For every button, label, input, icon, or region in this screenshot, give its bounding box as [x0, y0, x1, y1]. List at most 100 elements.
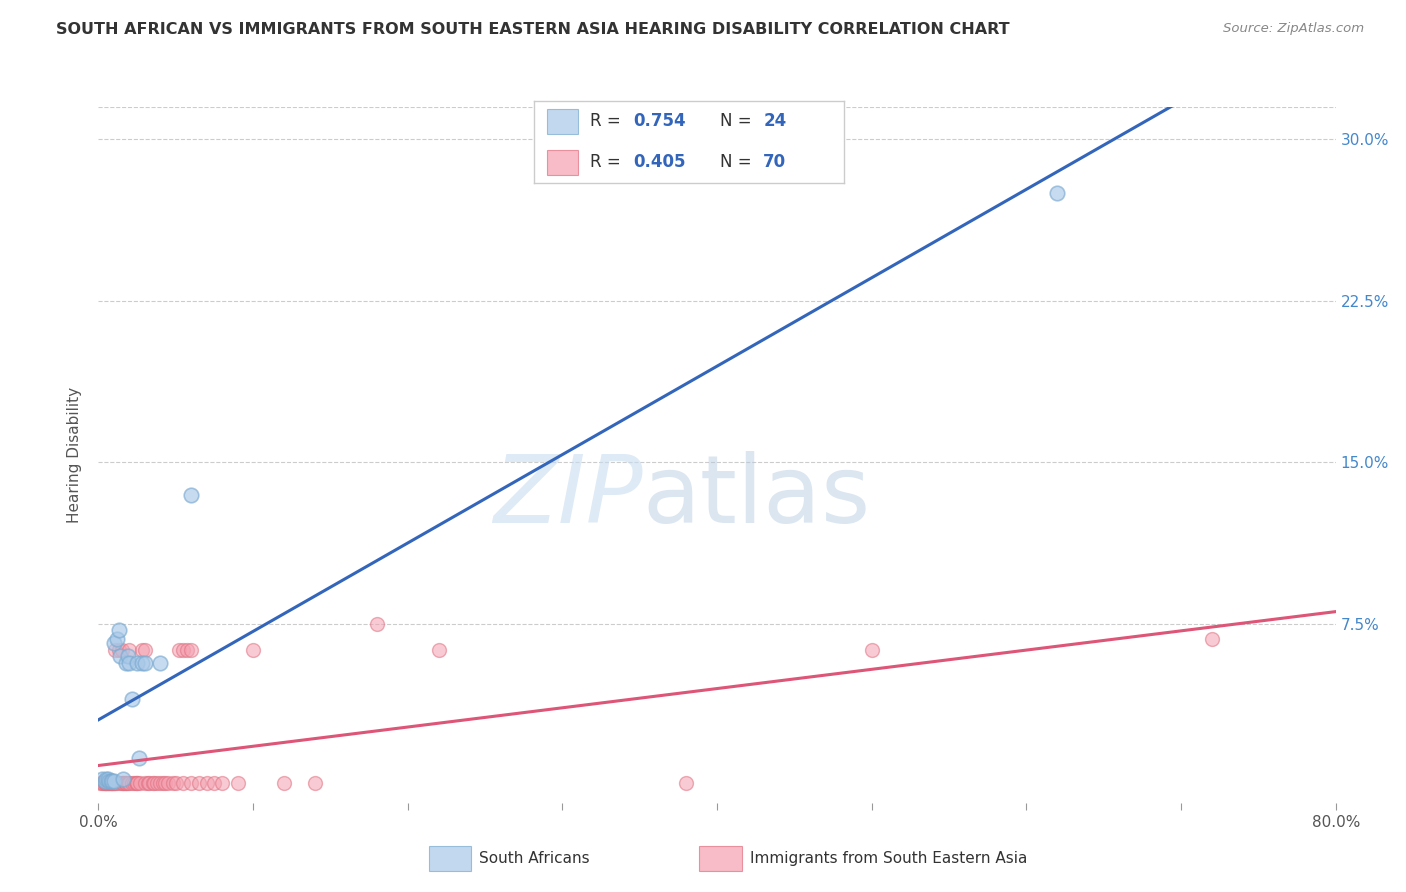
Point	[304, 776, 326, 790]
Point	[176, 643, 198, 657]
Point	[112, 772, 135, 786]
Point	[127, 656, 149, 670]
Point	[105, 776, 128, 790]
Text: Source: ZipAtlas.com: Source: ZipAtlas.com	[1223, 22, 1364, 36]
Point	[149, 776, 172, 790]
Point	[101, 776, 124, 790]
Point	[105, 632, 128, 646]
Point	[107, 643, 129, 657]
Point	[108, 649, 131, 664]
Point	[366, 617, 388, 632]
Point	[211, 776, 233, 790]
Point	[1046, 186, 1069, 201]
Point	[118, 656, 141, 670]
Point	[103, 774, 125, 789]
Point	[112, 776, 135, 790]
Point	[118, 643, 141, 657]
Text: SOUTH AFRICAN VS IMMIGRANTS FROM SOUTH EASTERN ASIA HEARING DISABILITY CORRELATI: SOUTH AFRICAN VS IMMIGRANTS FROM SOUTH E…	[56, 22, 1010, 37]
Point	[96, 776, 118, 790]
Text: R =: R =	[591, 153, 626, 171]
Point	[134, 643, 156, 657]
Point	[118, 776, 141, 790]
Point	[114, 776, 136, 790]
Point	[180, 488, 202, 502]
Point	[103, 776, 125, 790]
Text: N =: N =	[720, 112, 756, 130]
Bar	[429, 847, 471, 871]
Point	[93, 776, 115, 790]
Point	[100, 776, 122, 790]
Point	[127, 776, 149, 790]
Point	[131, 656, 153, 670]
Point	[117, 776, 139, 790]
Point	[107, 624, 129, 638]
Point	[143, 776, 166, 790]
Point	[89, 776, 111, 790]
Point	[97, 772, 120, 786]
Point	[124, 776, 146, 790]
Text: N =: N =	[720, 153, 756, 171]
Point	[138, 776, 160, 790]
Point	[180, 643, 202, 657]
Point	[96, 772, 118, 786]
Point	[103, 636, 125, 650]
Point	[122, 776, 145, 790]
Point	[204, 776, 226, 790]
Point	[188, 776, 211, 790]
Point	[111, 776, 134, 790]
Point	[127, 776, 149, 790]
Point	[101, 776, 124, 790]
Point	[134, 776, 156, 790]
Point	[136, 776, 159, 790]
Point	[131, 643, 153, 657]
Point	[108, 776, 131, 790]
Point	[1201, 632, 1223, 646]
Point	[153, 776, 176, 790]
Point	[117, 649, 139, 664]
Point	[427, 643, 450, 657]
Point	[149, 656, 172, 670]
Point	[103, 776, 125, 790]
Point	[157, 776, 180, 790]
Point	[100, 776, 122, 790]
Text: 24: 24	[763, 112, 786, 130]
Point	[226, 776, 249, 790]
Text: 70: 70	[763, 153, 786, 171]
Point	[91, 776, 114, 790]
Point	[860, 643, 883, 657]
Point	[93, 774, 115, 789]
Point	[98, 774, 121, 789]
Point	[111, 643, 134, 657]
Point	[128, 750, 150, 764]
Point	[121, 776, 143, 790]
Point	[121, 692, 143, 706]
Bar	[700, 847, 742, 871]
Point	[104, 776, 127, 790]
Text: atlas: atlas	[643, 450, 872, 542]
Text: R =: R =	[591, 112, 626, 130]
Point	[195, 776, 218, 790]
Point	[90, 772, 112, 786]
Point	[134, 656, 156, 670]
Point	[173, 776, 195, 790]
Point	[146, 776, 169, 790]
Point	[112, 776, 135, 790]
Point	[97, 776, 120, 790]
Point	[97, 776, 120, 790]
Bar	[547, 109, 578, 134]
Point	[104, 643, 127, 657]
Point	[129, 776, 152, 790]
Point	[100, 774, 122, 789]
Bar	[547, 150, 578, 175]
Point	[165, 776, 187, 790]
Point	[167, 643, 190, 657]
Y-axis label: Hearing Disability: Hearing Disability	[67, 387, 83, 523]
Point	[115, 776, 138, 790]
Point	[90, 776, 112, 790]
Text: South Africans: South Africans	[479, 851, 589, 866]
Point	[98, 776, 121, 790]
Text: 0.754: 0.754	[633, 112, 686, 130]
Point	[101, 774, 124, 789]
Point	[242, 643, 264, 657]
Text: Immigrants from South Eastern Asia: Immigrants from South Eastern Asia	[749, 851, 1028, 866]
